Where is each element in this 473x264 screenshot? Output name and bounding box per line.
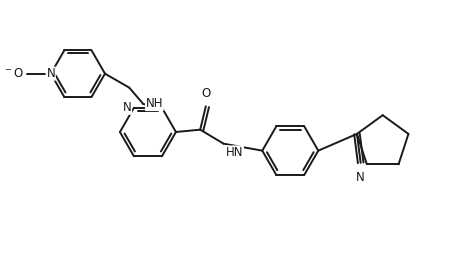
Text: HN: HN [226,146,244,159]
Text: N: N [46,67,55,80]
Text: O: O [201,87,210,100]
Text: N: N [123,101,131,114]
Text: $^-$O: $^-$O [3,67,24,80]
Text: N: N [356,171,365,184]
Text: NH: NH [146,97,163,111]
